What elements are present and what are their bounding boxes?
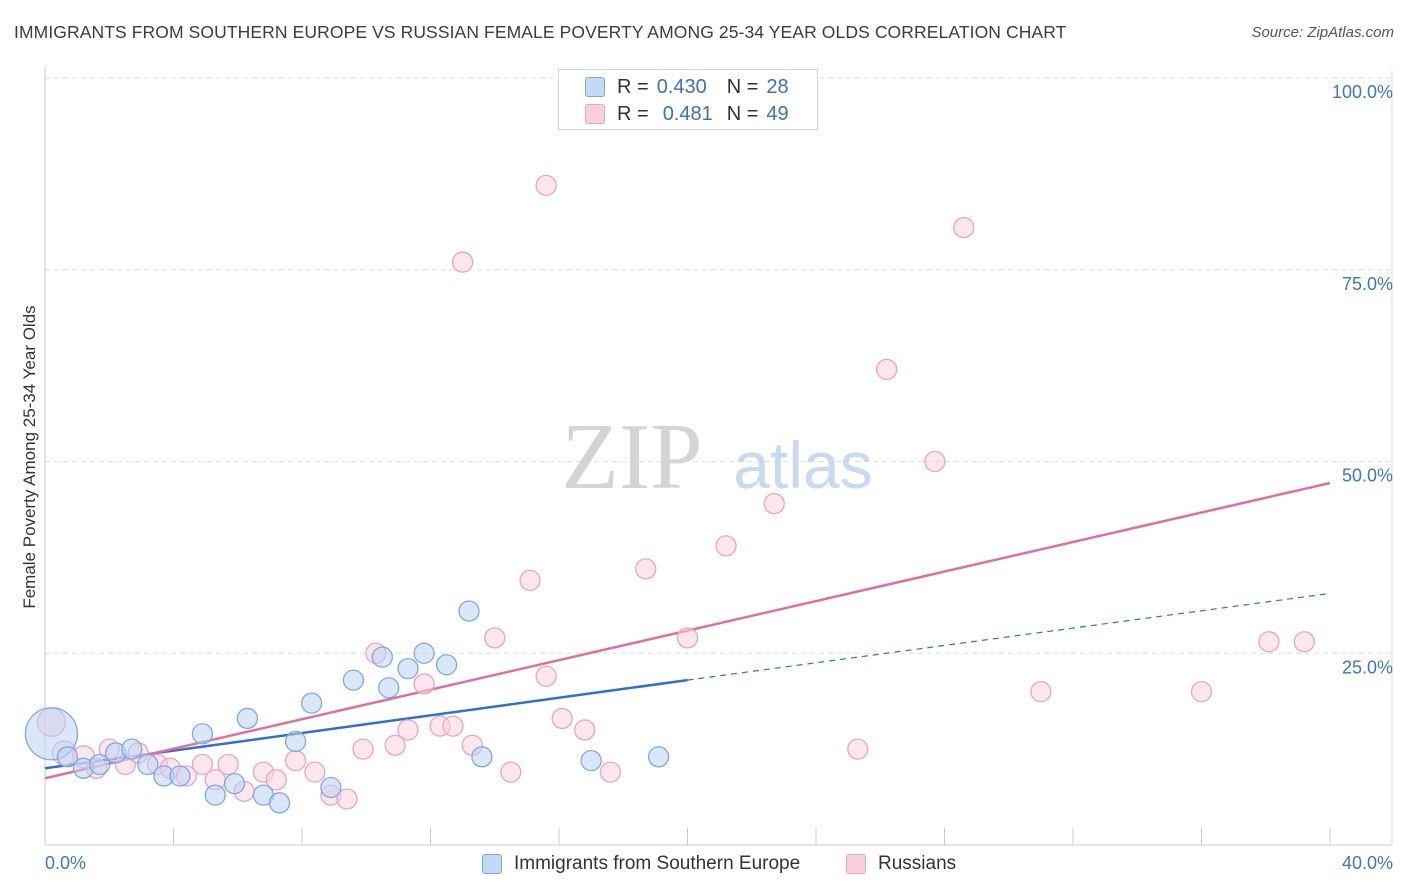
point-russians: [1258, 631, 1280, 653]
y-tick-label: 75.0%: [1342, 274, 1393, 294]
bottom-legend-label-blue: Immigrants from Southern Europe: [514, 853, 801, 874]
legend-swatch-pink: [585, 104, 605, 124]
point-russians: [484, 627, 506, 649]
point-southern-europe: [320, 776, 342, 799]
legend-n-label: N =: [726, 102, 759, 125]
legend-row-pink: R = 0.481 N = 49: [585, 103, 789, 125]
legend-r-label: R =: [617, 75, 649, 98]
point-russians: [1293, 631, 1315, 653]
axis-labels: 25.0% 50.0% 75.0% 100.0% 0.0% 40.0% Female Pov…: [20, 82, 1393, 873]
point-russians: [535, 174, 557, 197]
point-russians: [304, 761, 326, 783]
chart-title: IMMIGRANTS FROM SOUTHERN EUROPE VS RUSSI…: [14, 22, 1067, 42]
point-russians: [384, 734, 406, 756]
point-southern-europe: [413, 642, 435, 664]
legend-n-value-pink: 49: [766, 102, 789, 125]
point-southern-europe: [88, 753, 111, 776]
bottom-legend-item-pink: Russians: [846, 852, 956, 876]
legend-n-label: N =: [726, 75, 759, 98]
point-southern-europe: [397, 657, 419, 680]
bottom-legend-swatch-blue: [482, 854, 502, 874]
point-russians: [1030, 680, 1052, 703]
point-southern-europe: [223, 772, 246, 795]
y-tick-label: 25.0%: [1342, 657, 1393, 677]
point-russians: [217, 753, 239, 776]
point-southern-europe: [647, 746, 670, 768]
trend-line-southern-europe-projection: [687, 592, 1331, 681]
point-southern-europe: [342, 669, 365, 691]
point-southern-europe: [471, 746, 493, 768]
point-southern-europe: [580, 749, 602, 772]
point-southern-europe: [300, 692, 323, 714]
point-russians: [876, 358, 898, 381]
legend-r-value-blue: 0.430: [656, 75, 707, 98]
point-southern-europe: [371, 646, 393, 668]
point-southern-europe: [56, 746, 79, 768]
point-southern-europe: [191, 723, 214, 745]
point-russians: [676, 627, 699, 649]
y-tick-label: 100.0%: [1332, 82, 1393, 102]
data-points: [24, 174, 1315, 814]
x-tick-label: 40.0%: [1342, 853, 1393, 873]
point-russians: [442, 715, 464, 737]
point-southern-europe: [435, 654, 458, 676]
bottom-legend-item-blue: Immigrants from Southern Europe: [482, 852, 800, 876]
point-russians: [397, 719, 419, 741]
point-russians: [715, 535, 737, 557]
point-russians: [924, 450, 946, 473]
point-russians: [519, 569, 541, 592]
point-russians: [599, 761, 622, 783]
point-russians: [191, 753, 214, 776]
point-russians: [451, 251, 474, 273]
point-southern-europe: [204, 784, 226, 806]
stats-legend: R = 0.430 N = 28 R = 0.481 N = 49: [558, 69, 818, 130]
x-tick-label: 0.0%: [45, 853, 86, 873]
point-southern-europe: [284, 730, 307, 753]
point-russians: [574, 719, 596, 741]
point-russians: [284, 749, 307, 772]
gridlines: [45, 70, 1393, 845]
point-russians: [265, 769, 287, 791]
bottom-legend-swatch-pink: [846, 854, 866, 874]
y-axis-title: Female Poverty Among 25-34 Year Olds: [20, 305, 39, 608]
legend-swatch-blue: [585, 77, 605, 97]
y-tick-label: 50.0%: [1342, 466, 1393, 486]
source-credit: Source: ZipAtlas.com: [1251, 24, 1394, 41]
point-southern-europe: [121, 738, 143, 760]
watermark-atlas: atlas: [733, 428, 872, 502]
point-russians: [1190, 680, 1213, 703]
point-russians: [352, 738, 374, 760]
legend-n-value-blue: 28: [766, 75, 789, 98]
watermark-zip: ZIP: [562, 405, 703, 509]
point-southern-europe: [458, 600, 480, 622]
legend-r-label: R =: [617, 102, 649, 125]
point-southern-europe: [378, 677, 400, 699]
point-russians: [763, 493, 785, 515]
point-southern-europe: [137, 753, 159, 776]
point-southern-europe: [169, 765, 191, 787]
point-russians: [535, 665, 557, 687]
point-russians: [336, 788, 358, 810]
legend-r-value-pink: 0.481: [662, 102, 713, 125]
point-russians: [500, 761, 522, 783]
point-russians: [847, 738, 869, 760]
bottom-legend-label-pink: Russians: [878, 853, 957, 874]
point-russians: [953, 216, 975, 239]
legend-row-blue: R = 0.430 N = 28: [585, 76, 789, 98]
point-southern-europe: [268, 792, 291, 814]
point-russians: [551, 707, 573, 730]
watermark: ZIP atlas: [562, 405, 873, 509]
point-southern-europe: [236, 707, 259, 730]
point-russians: [635, 558, 657, 580]
point-russians: [413, 673, 435, 695]
